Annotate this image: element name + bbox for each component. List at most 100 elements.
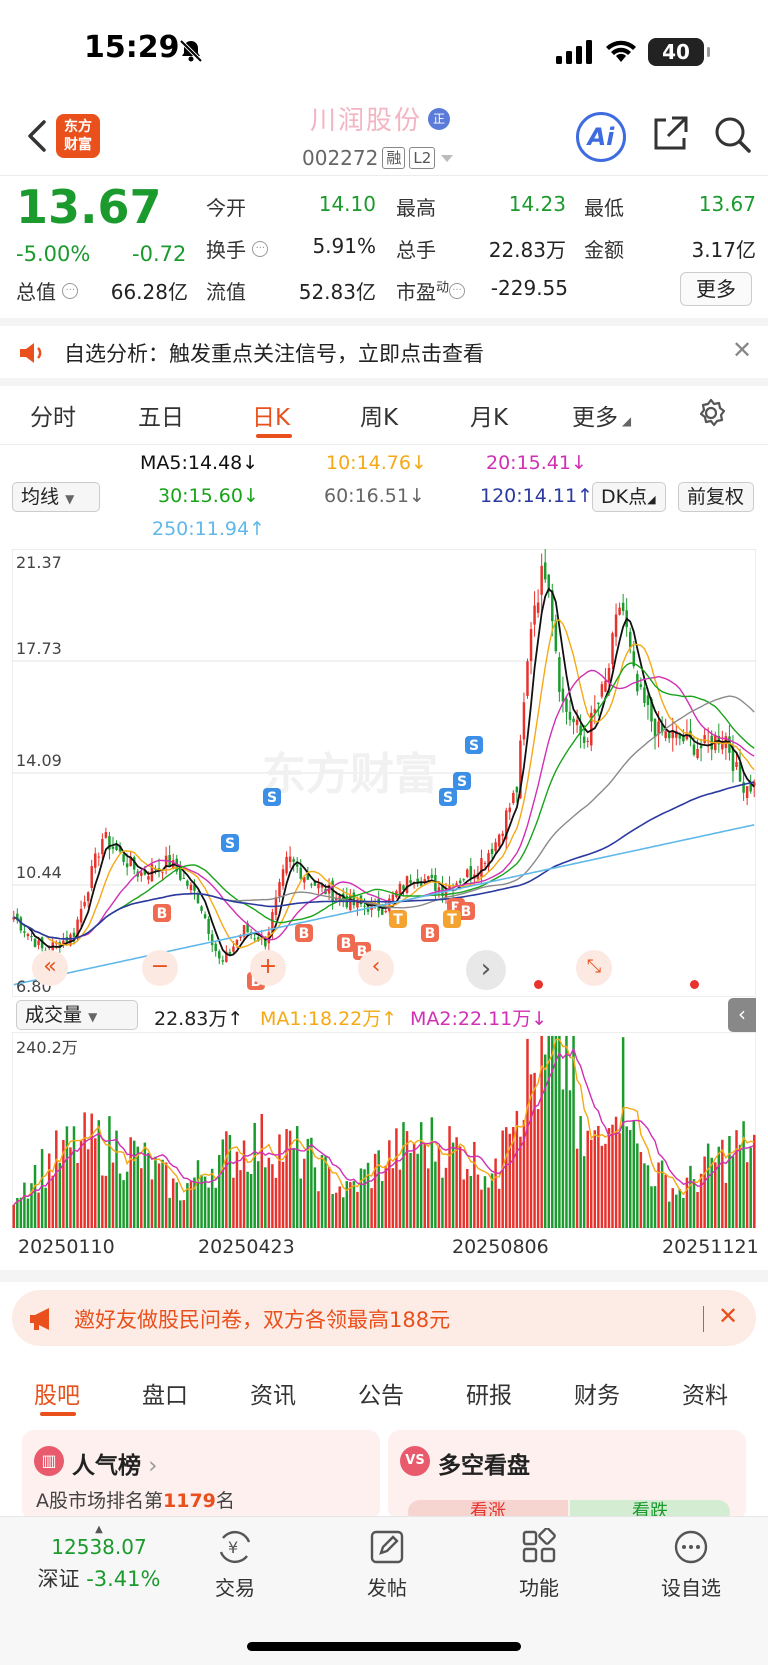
tab-monthly-k[interactable]: 月K (470, 405, 509, 431)
pe-label-text: 市盈 (396, 280, 436, 304)
marker-dot (534, 980, 543, 989)
t-signal-marker[interactable] (443, 910, 461, 928)
fullscreen-icon[interactable]: ⤡ (576, 950, 612, 986)
volume-bar (490, 1173, 494, 1228)
tab-research[interactable]: 研报 (466, 1383, 512, 1409)
gear-icon[interactable] (696, 398, 726, 428)
sell-signal-marker[interactable] (439, 788, 457, 806)
popularity-card[interactable] (22, 1430, 380, 1520)
buy-signal-marker[interactable] (421, 924, 439, 942)
tab-finance[interactable]: 财务 (574, 1383, 620, 1409)
candle-body (228, 951, 232, 954)
candlestick-chart[interactable]: 东方财富 SSSSSBBBBBBBBTT (12, 549, 756, 997)
nav-trade[interactable]: ¥ 交易 (180, 1528, 290, 1601)
ma60-text: 60:16.51 (324, 485, 409, 507)
alert-text[interactable]: 自选分析：触发重点关注信号，立即点击查看 (64, 342, 484, 366)
volume-bar (554, 1035, 558, 1228)
ma-select[interactable]: 均线 ▼ (12, 482, 100, 512)
scroll-right-icon[interactable]: › (466, 950, 506, 990)
candle-body (398, 883, 402, 895)
volume-select[interactable]: 成交量 ▼ (16, 1000, 138, 1030)
tab-guba[interactable]: 股吧 (34, 1383, 80, 1409)
candle-body (86, 892, 90, 902)
share-icon[interactable] (650, 114, 690, 154)
tab-profile[interactable]: 资料 (682, 1383, 728, 1409)
turnover-value: 5.91% (312, 234, 376, 258)
more-button[interactable]: 更多 (680, 272, 752, 306)
candle-body (391, 894, 395, 902)
candle-body (140, 872, 143, 876)
stock-code: 002272 (302, 146, 379, 170)
close-icon[interactable]: ✕ (732, 336, 753, 364)
candle-body (111, 846, 115, 849)
buy-signal-marker[interactable] (337, 934, 355, 952)
volume-bar (504, 1127, 508, 1228)
index-change: -3.41% (86, 1567, 161, 1591)
sell-signal-marker[interactable] (263, 788, 281, 806)
candle-body (122, 854, 125, 862)
nav-post-label: 发帖 (367, 1576, 407, 1600)
header-divider (0, 175, 768, 176)
buy-signal-marker[interactable] (295, 924, 313, 942)
collapse-panel-icon[interactable]: ‹ (728, 998, 756, 1032)
candle-body (384, 910, 388, 913)
candle-body (101, 839, 104, 855)
candle-body (582, 736, 586, 743)
candle-body (600, 684, 604, 697)
volume-chart[interactable] (12, 1032, 756, 1228)
tab-more[interactable]: 更多 ◢ (572, 398, 631, 432)
invite-banner[interactable] (12, 1290, 756, 1346)
invite-banner-text[interactable]: 邀好友做股民问卷，双方各领最高188元 (74, 1308, 451, 1332)
scroll-left-fast-icon[interactable]: « (32, 950, 68, 986)
candle-body (667, 733, 671, 739)
nav-add-watchlist[interactable]: 设自选 (636, 1528, 746, 1601)
volume-bar (303, 1158, 306, 1228)
buy-signal-marker[interactable] (153, 904, 171, 922)
candle-body (512, 792, 515, 804)
candle-body (536, 602, 540, 613)
sell-signal-marker[interactable] (453, 772, 471, 790)
back-icon[interactable] (22, 116, 52, 156)
adjust-select[interactable]: 前复权 (678, 482, 754, 512)
tab-pankou[interactable]: 盘口 (142, 1383, 188, 1409)
info-icon[interactable]: ··· (449, 283, 466, 299)
tab-daily-k[interactable]: 日K (252, 405, 291, 431)
tab-intraday[interactable]: 分时 (30, 405, 76, 431)
separator (0, 1270, 768, 1282)
search-icon[interactable] (712, 114, 752, 154)
volume-bar (295, 1126, 299, 1228)
pe-sup: 动 (436, 280, 450, 296)
tab-weekly-k[interactable]: 周K (360, 405, 399, 431)
volume-bar (200, 1174, 203, 1228)
volume-bar (664, 1174, 667, 1228)
volume-bar (242, 1140, 246, 1228)
ma250-text: 250:11.94 (152, 518, 250, 540)
volume-bar (186, 1183, 189, 1228)
zoom-out-icon[interactable]: − (142, 950, 178, 986)
volume-bar (214, 1187, 217, 1228)
t-signal-marker[interactable] (389, 910, 407, 928)
index-ticker[interactable]: ▲ 12538.07 深证 -3.41% (24, 1524, 174, 1593)
volume-bar (182, 1200, 186, 1228)
tab-announcements[interactable]: 公告 (358, 1383, 404, 1409)
scroll-left-icon[interactable]: ‹ (358, 950, 394, 986)
nav-post[interactable]: 发帖 (332, 1528, 442, 1601)
stock-name[interactable]: 川润股份 (310, 106, 423, 136)
info-icon[interactable]: ··· (252, 241, 269, 257)
tab-news[interactable]: 资讯 (250, 1383, 296, 1409)
nav-functions[interactable]: 功能 (484, 1528, 594, 1601)
wifi-icon (606, 40, 636, 62)
ai-button[interactable]: Ai (576, 112, 626, 162)
stock-code-row[interactable]: 002272 融 L2 (302, 146, 455, 170)
volume-bar (193, 1177, 196, 1228)
close-icon[interactable]: ✕ (718, 1302, 739, 1330)
zoom-in-icon[interactable]: + (250, 950, 286, 986)
dk-point-select[interactable]: DK点◢ (592, 482, 666, 512)
tab-five-day[interactable]: 五日 (138, 405, 184, 431)
float-label: 流值 (206, 280, 246, 304)
candle-body (225, 951, 228, 962)
sell-signal-marker[interactable] (465, 736, 483, 754)
info-icon[interactable]: ··· (62, 283, 79, 299)
sell-signal-marker[interactable] (221, 834, 239, 852)
buy-signal-marker[interactable] (457, 902, 475, 920)
